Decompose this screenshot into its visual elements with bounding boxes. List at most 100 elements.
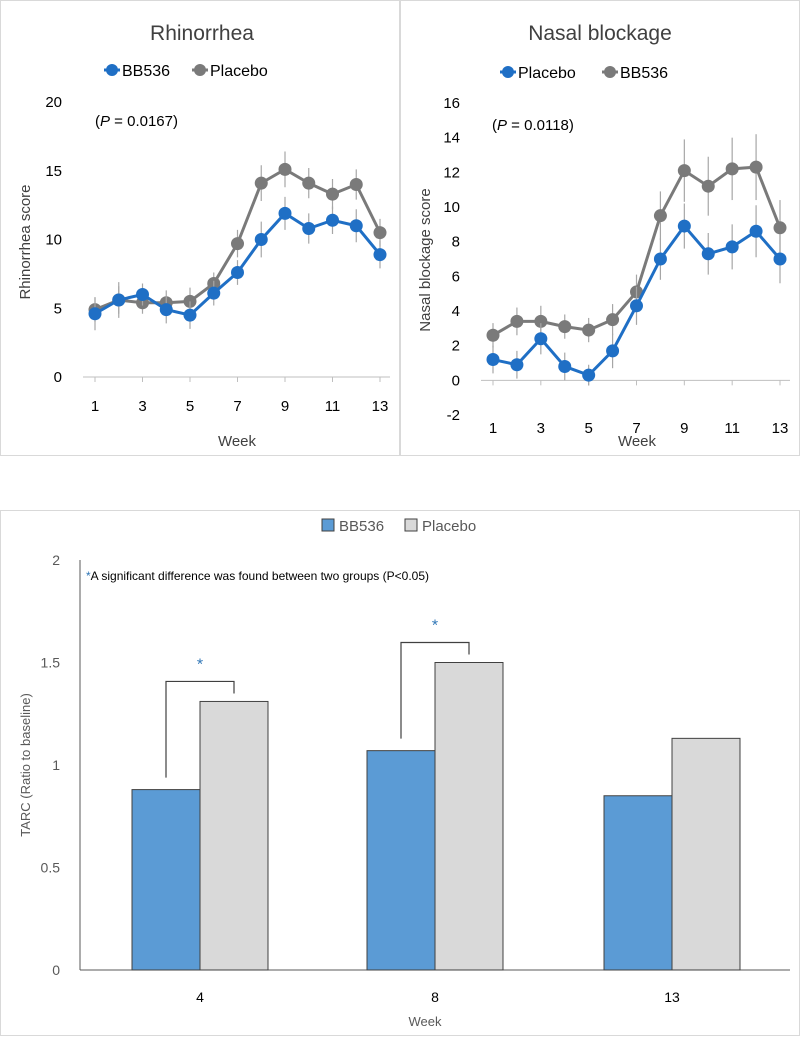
- tarc-xlabel: Week: [409, 1014, 442, 1029]
- nasal-xtick-label: 9: [680, 420, 688, 437]
- rhinorrhea-legend-swatch-marker: [106, 64, 118, 76]
- tarc-bar-placebo-week-13: [671, 737, 741, 971]
- nasal-xtick-label: 5: [584, 420, 592, 437]
- rhinorrhea-point-bb536: [326, 213, 339, 227]
- rhinorrhea-ylabel: Rhinorrhea score: [17, 184, 34, 299]
- rhinorrhea-point-bb536: [207, 286, 221, 300]
- nasal-point-bb536: [606, 313, 620, 327]
- nasal-ytick-label: 16: [443, 95, 460, 112]
- nasal-point-bb536: [534, 314, 548, 328]
- rhinorrhea-point-bb536: [88, 307, 102, 321]
- nasal-point-bb536: [701, 179, 715, 193]
- rhinorrhea-xtick-label: 1: [91, 398, 99, 415]
- rhinorrhea-point-placebo: [231, 237, 244, 251]
- nasal-point-placebo: [677, 219, 691, 233]
- tarc-legend-label: BB536: [339, 518, 384, 535]
- nasal-ytick-label: 0: [452, 372, 460, 389]
- nasal-xtick-label: 7: [632, 420, 640, 437]
- tarc-ytick-label: 1.5: [41, 655, 61, 671]
- rhinorrhea-point-bb536: [136, 288, 149, 301]
- nasal-ylabel: Nasal blockage score: [417, 188, 434, 331]
- nasal-xtick-label: 3: [537, 420, 545, 437]
- nasal-legend-label: BB536: [620, 65, 668, 82]
- nasal-point-bb536: [486, 328, 500, 342]
- tarc-ytick-label: 1: [52, 757, 60, 773]
- rhinorrhea-legend-swatch-marker: [194, 64, 206, 76]
- rhinorrhea-point-placebo: [326, 187, 339, 201]
- nasal-xtick-label: 13: [772, 420, 789, 437]
- tarc-bar-placebo-week-8: [434, 662, 504, 971]
- nasal-ytick-label: 10: [443, 199, 460, 216]
- nasal-point-placebo: [630, 299, 643, 313]
- tarc-bar-placebo-week-4: [199, 700, 269, 971]
- tarc-legend-swatch: [404, 518, 418, 532]
- tarc-legend-swatch: [321, 518, 335, 532]
- tarc-ylabel: TARC (Ratio to baseline): [18, 693, 33, 837]
- nasal-point-placebo: [725, 240, 739, 254]
- nasal-ytick-label: 4: [452, 303, 460, 320]
- rhinorrhea-xlabel: Week: [218, 433, 257, 450]
- nasal-xlabel: Week: [618, 433, 657, 450]
- rhinorrhea-point-placebo: [254, 176, 268, 190]
- nasal-point-placebo: [582, 368, 596, 382]
- rhinorrhea-xtick-label: 5: [186, 398, 194, 415]
- nasal-point-placebo: [773, 252, 787, 266]
- nasal-point-placebo: [534, 332, 548, 346]
- nasal-ytick-label: -2: [447, 407, 460, 424]
- nasal-legend-label: Placebo: [518, 65, 576, 82]
- nasal-ytick-label: 8: [452, 234, 460, 251]
- nasal-title: Nasal blockage: [528, 22, 672, 45]
- rhinorrhea-ytick-label: 15: [45, 163, 62, 180]
- rhinorrhea-point-placebo: [349, 178, 363, 191]
- nasal-point-placebo: [701, 247, 715, 261]
- rhinorrhea-title: Rhinorrhea: [150, 22, 254, 45]
- rhinorrhea-ytick-label: 10: [45, 232, 62, 249]
- nasal-point-placebo: [606, 344, 620, 358]
- nasal-ytick-label: 14: [443, 130, 460, 147]
- rhinorrhea-xtick-label: 13: [372, 398, 389, 415]
- rhinorrhea-point-bb536: [302, 222, 316, 235]
- nasal-point-bb536: [653, 209, 667, 223]
- nasal-point-bb536: [773, 221, 787, 235]
- nasal-point-bb536: [749, 160, 763, 174]
- nasal-point-bb536: [725, 162, 739, 176]
- tarc-xtick-label: 13: [664, 989, 680, 1005]
- rhinorrhea-xtick-label: 3: [138, 398, 146, 415]
- nasal-point-placebo: [749, 224, 763, 238]
- nasal-legend-swatch-marker: [604, 66, 616, 78]
- rhinorrhea-ytick-label: 20: [45, 94, 62, 111]
- rhinorrhea-point-bb536: [349, 219, 363, 233]
- rhinorrhea-point-bb536: [373, 248, 387, 262]
- rhinorrhea-ytick-label: 5: [54, 300, 62, 317]
- rhinorrhea-point-bb536: [231, 266, 244, 279]
- rhinorrhea-legend-label: Placebo: [210, 63, 268, 80]
- nasal-point-bb536: [510, 314, 524, 328]
- rhinorrhea-point-bb536: [278, 206, 292, 220]
- rhinorrhea-panel-border: [0, 0, 400, 456]
- tarc-bar-bb536-week-13: [603, 795, 673, 971]
- nasal-point-bb536: [558, 320, 572, 334]
- nasal-point-placebo: [558, 359, 572, 373]
- rhinorrhea-xtick-label: 9: [281, 398, 289, 415]
- nasal-point-bb536: [677, 164, 691, 178]
- tarc-ytick-label: 2: [52, 552, 60, 568]
- tarc-significance-bracket: [165, 680, 235, 778]
- rhinorrhea-point-bb536: [183, 308, 197, 322]
- rhinorrhea-point-bb536: [254, 233, 268, 246]
- tarc-xtick-label: 4: [196, 989, 204, 1005]
- nasal-ytick-label: 6: [452, 268, 460, 285]
- tarc-bar-bb536-week-8: [366, 750, 436, 971]
- nasal-ytick-label: 12: [443, 164, 460, 181]
- nasal-point-placebo: [653, 252, 667, 266]
- tarc-ytick-label: 0.5: [41, 860, 61, 876]
- nasal-p-annotation: (P = 0.0118): [492, 117, 574, 134]
- tarc-ytick-label: 0: [52, 962, 60, 978]
- rhinorrhea-point-placebo: [373, 226, 387, 240]
- tarc-significance-star: *: [432, 618, 438, 635]
- tarc-significance-star: *: [197, 656, 203, 673]
- rhinorrhea-xtick-label: 11: [325, 398, 341, 415]
- rhinorrhea-p-annotation: (P = 0.0167): [95, 113, 178, 130]
- rhinorrhea-point-placebo: [278, 162, 292, 176]
- tarc-xtick-label: 8: [431, 989, 439, 1005]
